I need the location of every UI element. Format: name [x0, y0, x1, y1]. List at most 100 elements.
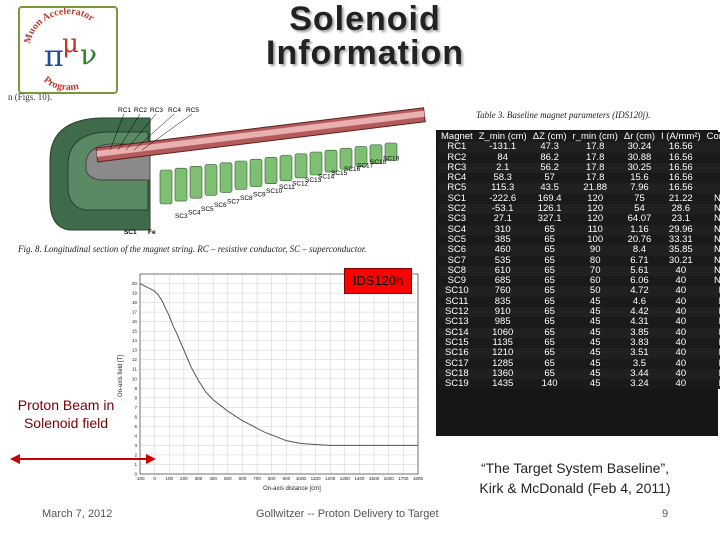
chart-x-tick: -100: [135, 476, 145, 481]
label-leader: [117, 113, 141, 151]
table-cell: 40: [658, 306, 704, 318]
table-cell: SC6: [438, 244, 476, 256]
chart-y-tick: 12: [132, 357, 138, 362]
table-cell: 30.24: [620, 141, 659, 153]
table-cell: 58.3: [475, 172, 530, 184]
proton-beam-label: Proton Beam in Solenoid field: [17, 397, 115, 431]
slide-title: Solenoid Information: [200, 2, 530, 70]
table-cell: SC13: [438, 317, 476, 328]
table-cell: 985: [475, 317, 530, 328]
table-header-cell: I (A/mm²): [658, 132, 704, 143]
magnet-label-coil: SC19: [383, 155, 400, 162]
table-cell: 17.8: [569, 141, 621, 153]
table-cell: 385: [475, 234, 530, 246]
magnet-string-drawing: RC1 RC2 RC3 RC4 RC5 SC3SC4SC5SC6SC7SC8SC9SC10…: [49, 107, 426, 236]
table-cell: 115.3: [475, 183, 530, 194]
chart-y-tick: 10: [132, 376, 138, 381]
table-cell: 110: [569, 224, 621, 235]
table-cell: Cu: [703, 173, 720, 184]
table-cell: SC18: [438, 368, 476, 380]
chart-x-tick: 1500: [369, 476, 380, 481]
table-cell: RC4: [438, 172, 476, 184]
table-cell: 54: [620, 203, 659, 215]
table-cell: 50: [569, 286, 621, 297]
table-cell: 64.07: [620, 214, 659, 225]
table-cell: Nb3Sn: [703, 255, 720, 266]
magnet-label-top: RC5: [186, 107, 199, 114]
table-cell: 45: [569, 347, 621, 359]
chart-background: [116, 266, 426, 496]
table-cell: 1210: [475, 347, 530, 359]
table-cell: 40: [658, 327, 704, 338]
table-cell: 86.2: [529, 152, 570, 163]
table-cell: 4.6: [620, 296, 659, 308]
table-cell: 45: [569, 368, 621, 380]
magnet-label-coil: SC12: [292, 181, 309, 188]
table-cell: 140: [529, 378, 570, 390]
chart-y-tick: 9: [134, 386, 137, 391]
sc-coil: [204, 164, 218, 196]
table-cell: 56.2: [529, 162, 570, 174]
citation: “The Target System Baseline”, Kirk & McD…: [440, 458, 710, 498]
table-cell: Nb3Sn: [703, 244, 720, 256]
table-cell: 120: [569, 214, 621, 225]
table-cell: 2.1: [475, 162, 530, 174]
table-cell: SC2: [438, 203, 476, 215]
label-leader: [125, 113, 157, 151]
table-cell: 40: [658, 317, 704, 328]
table-cell: NbTi: [703, 327, 720, 338]
table-cell: 6.06: [620, 275, 659, 287]
table-header-cell: r_min (cm): [569, 132, 621, 143]
chart-y-tick: 20: [132, 281, 138, 286]
chart-x-tick: 100: [165, 476, 173, 481]
table-cell: 65: [529, 368, 570, 380]
sc-coil: [294, 153, 308, 179]
footer-page-number: 9: [662, 508, 669, 520]
chart-y-tick: 6: [134, 414, 137, 419]
chart-x-tick: 400: [209, 476, 217, 481]
table-cell: 28.6: [658, 203, 704, 215]
sc-coil: [324, 149, 338, 173]
chart-y-tick: 14: [132, 338, 138, 343]
table-cell: 5.61: [620, 265, 659, 277]
table-cell: 4.72: [620, 286, 659, 297]
magnet-label-top: RC4: [168, 107, 181, 114]
table-cell: 126.1: [529, 203, 570, 215]
sc-coil: [309, 151, 323, 176]
chart-x-tick: 0: [153, 476, 156, 481]
chart-x-tick: 700: [253, 476, 261, 481]
chart-x-tick: 1700: [398, 476, 409, 481]
table-cell: NbTi: [703, 347, 720, 359]
table-cell: 3.5: [620, 358, 659, 369]
table-cell: 685: [475, 275, 530, 287]
table-cell: 65: [529, 265, 570, 277]
chart-x-tick: 900: [282, 476, 290, 481]
map-logo-graphic: Muon Accelerator Program π μ ν: [22, 6, 97, 93]
table-cell: 21.22: [658, 193, 704, 205]
table-cell: 1.16: [620, 224, 659, 235]
table-header-cell: Magnet: [438, 132, 476, 143]
table-cell: 45: [569, 317, 621, 328]
chart-y-tick: 13: [132, 348, 138, 353]
magnet-label-coil: SC10: [266, 188, 283, 195]
table-cell: 40: [658, 368, 704, 380]
table-cell: Nb3Sn: [703, 203, 720, 215]
table-cell: 535: [475, 255, 530, 266]
table-cell: 35.85: [658, 244, 704, 256]
chart-y-tick: 18: [132, 300, 138, 305]
table-cell: 835: [475, 296, 530, 308]
chart-x-tick: 1100: [311, 476, 321, 481]
double-arrow-icon: [10, 454, 156, 464]
